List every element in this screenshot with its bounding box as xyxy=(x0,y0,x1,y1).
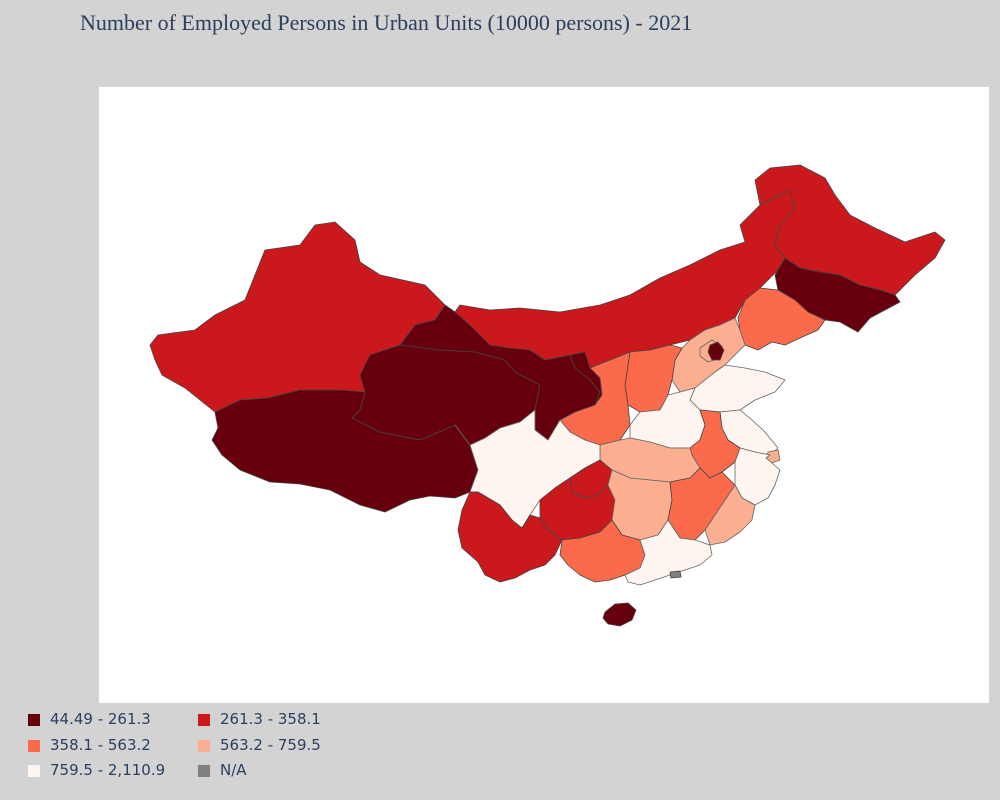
legend-swatch xyxy=(28,765,40,777)
map-panel xyxy=(99,87,989,703)
legend-label: 261.3 - 358.1 xyxy=(220,710,321,728)
legend-swatch xyxy=(198,740,210,752)
region-tianjin[interactable] xyxy=(707,341,725,361)
legend-swatch xyxy=(28,740,40,752)
legend-label: N/A xyxy=(220,761,247,779)
legend-label: 563.2 - 759.5 xyxy=(220,736,321,754)
legend-label: 358.1 - 563.2 xyxy=(50,736,151,754)
region-inner-mongolia[interactable] xyxy=(454,189,796,369)
legend-label: 44.49 - 261.3 xyxy=(50,710,151,728)
region-heilongjiang[interactable] xyxy=(754,164,946,296)
legend: 44.49 - 261.3 261.3 - 358.1 358.1 - 563.… xyxy=(20,708,440,798)
legend-label: 759.5 - 2,110.9 xyxy=(50,761,166,779)
legend-swatch xyxy=(198,714,210,726)
china-choropleth-map xyxy=(149,164,946,627)
region-hong-kong-macau[interactable] xyxy=(669,570,682,579)
legend-swatch xyxy=(198,765,210,777)
region-yunnan[interactable] xyxy=(457,491,563,583)
region-guangdong[interactable] xyxy=(624,519,713,586)
region-fujian[interactable] xyxy=(704,484,756,546)
chart-title: Number of Employed Persons in Urban Unit… xyxy=(80,10,693,35)
region-hainan[interactable] xyxy=(602,602,637,627)
legend-swatch xyxy=(28,714,40,726)
